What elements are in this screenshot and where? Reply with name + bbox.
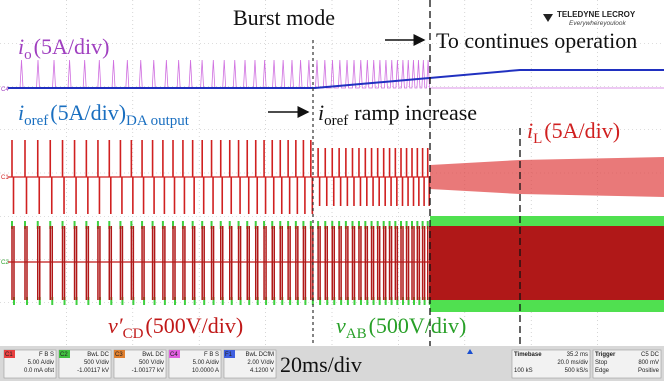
channel-offset: 0.0 mA ofst <box>24 368 54 374</box>
tagline: Everywhereyoulook <box>569 20 626 27</box>
trigger-mode: Stop <box>595 360 608 366</box>
trace-marker: C2 <box>1 260 9 266</box>
channel-scale: 5.00 A/div <box>193 360 219 366</box>
channel-id: C3 <box>115 352 123 358</box>
channel-scale: 5.00 A/div <box>28 360 54 366</box>
channel-offset: 10.0000 A <box>192 368 219 374</box>
channel-offset: 4.1200 V <box>250 368 274 374</box>
channel-boxes: C1 F B S 5.00 A/div 0.0 mA ofst C2 BwL DC 500 … <box>4 350 276 378</box>
trigger-title: Trigger <box>595 352 616 358</box>
trigger-level: 800 mV <box>638 360 659 366</box>
channel-scale: 500 V/div <box>84 360 109 366</box>
trigger-source: C5 DC <box>641 352 660 358</box>
timebase-delay: 35.2 ms <box>567 352 588 358</box>
timebase-samples: 100 kS <box>514 368 533 374</box>
annotation: Burst mode <box>233 5 335 30</box>
channel-coupling: BwL DC <box>142 352 164 358</box>
timebase-rate: 20.0 ms/div <box>557 360 588 366</box>
scope-screen: TELEDYNE LECROY Everywhereyoulook Burst … <box>0 0 664 381</box>
channel-coupling: BwL DC <box>87 352 109 358</box>
vcd-trace <box>12 226 430 300</box>
timebase-title: Timebase <box>514 352 542 358</box>
channel-coupling: F B S <box>204 352 219 358</box>
trace-marker: C1 <box>1 175 9 181</box>
trace-marker: C4 <box>1 87 9 93</box>
channel-coupling: BwL DCfM <box>246 352 274 358</box>
channel-id: F1 <box>225 352 233 358</box>
timebase-label: 20ms/div <box>280 352 362 377</box>
vcd-band <box>430 226 664 300</box>
timebase-sample-rate: 500 kS/s <box>565 368 588 374</box>
trigger-type: Edge <box>595 368 610 374</box>
brand: TELEDYNE LECROY <box>557 10 636 19</box>
channel-offset: -1.00177 kV <box>132 368 164 374</box>
channel-scale: 500 V/div <box>139 360 164 366</box>
channel-scale: 2.00 V/div <box>247 360 274 366</box>
annotation: To continues operation <box>436 28 637 53</box>
trigger-slope: Positive <box>638 368 660 374</box>
channel-coupling: F B S <box>39 352 54 358</box>
channel-offset: -1.00117 kV <box>77 368 109 374</box>
channel-id: C1 <box>5 352 13 358</box>
channel-id: C4 <box>170 352 178 358</box>
channel-id: C2 <box>60 352 68 358</box>
